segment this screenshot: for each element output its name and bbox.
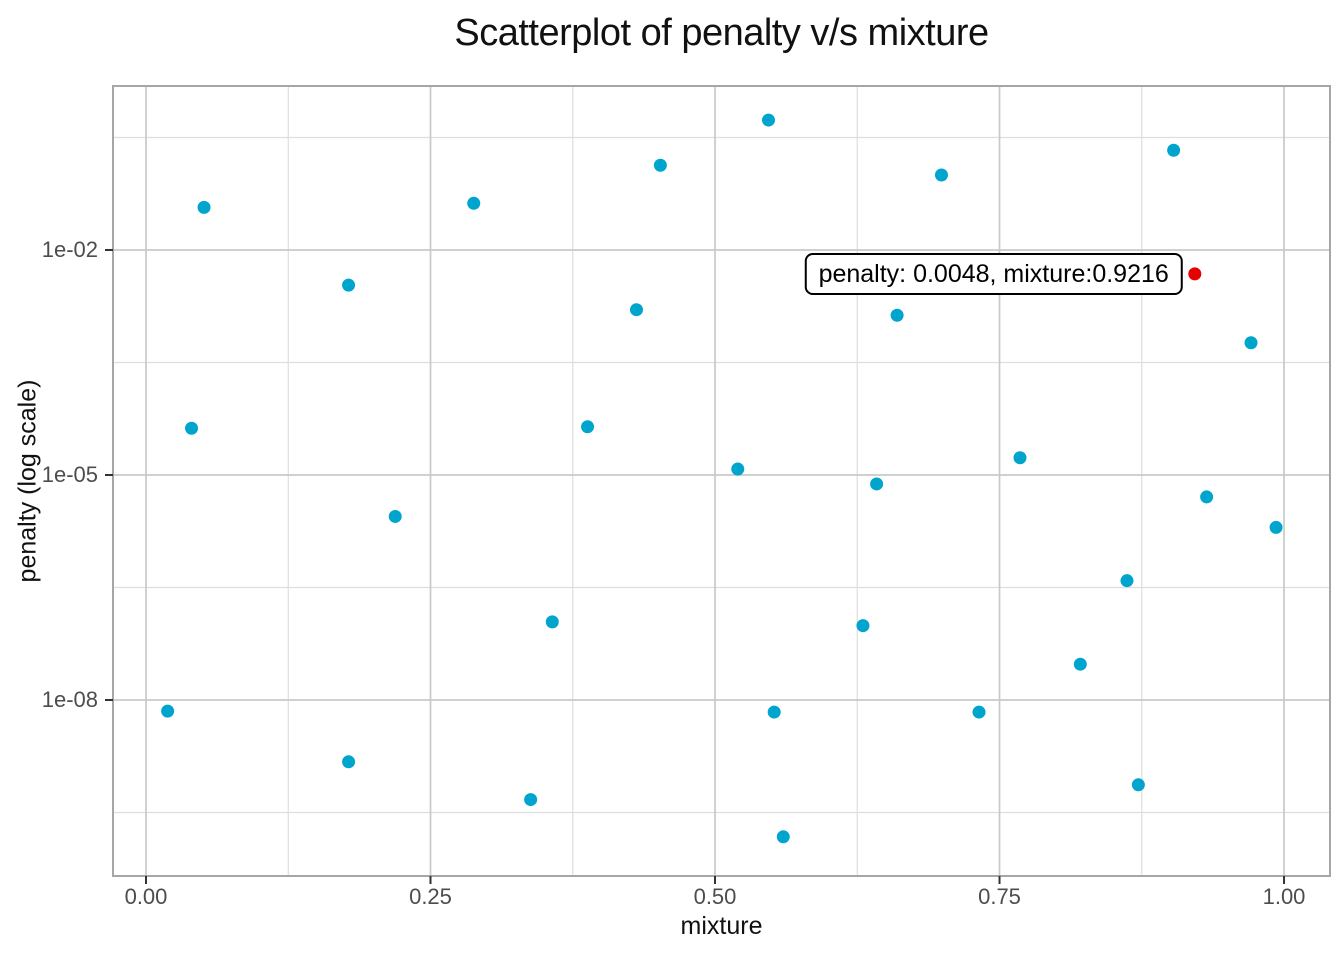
data-point[interactable] bbox=[629, 303, 643, 317]
data-point[interactable] bbox=[731, 462, 745, 476]
highlighted-data-point[interactable] bbox=[1188, 267, 1202, 281]
data-point[interactable] bbox=[972, 705, 986, 719]
data-point[interactable] bbox=[762, 113, 776, 127]
chart-title: Scatterplot of penalty v/s mixture bbox=[454, 12, 989, 54]
data-point[interactable] bbox=[767, 705, 781, 719]
data-point[interactable] bbox=[197, 200, 211, 214]
x-tick-label: 0.00 bbox=[124, 884, 168, 909]
panel-border bbox=[112, 85, 1331, 877]
data-point[interactable] bbox=[581, 420, 595, 434]
data-point[interactable] bbox=[653, 158, 667, 172]
data-point[interactable] bbox=[1131, 778, 1145, 792]
data-point[interactable] bbox=[1013, 451, 1027, 465]
x-tick-label: 1.00 bbox=[1262, 884, 1306, 909]
data-point[interactable] bbox=[467, 196, 481, 210]
data-point[interactable] bbox=[1120, 574, 1134, 588]
data-point[interactable] bbox=[776, 830, 790, 844]
data-point[interactable] bbox=[1269, 520, 1283, 534]
data-point[interactable] bbox=[342, 278, 356, 292]
data-point[interactable] bbox=[161, 704, 175, 718]
data-point[interactable] bbox=[890, 308, 904, 322]
data-point[interactable] bbox=[870, 477, 884, 491]
x-axis-title: mixture bbox=[680, 912, 763, 940]
x-tick-label: 0.50 bbox=[693, 884, 737, 909]
data-point[interactable] bbox=[545, 615, 559, 629]
x-tick-label: 0.75 bbox=[978, 884, 1021, 909]
data-point[interactable] bbox=[1200, 490, 1214, 504]
y-tick-label: 1e-02 bbox=[41, 237, 98, 262]
data-point[interactable] bbox=[524, 793, 538, 807]
y-tick-label: 1e-08 bbox=[41, 686, 98, 712]
data-point[interactable] bbox=[1244, 336, 1258, 350]
x-tick-label: 0.25 bbox=[409, 884, 452, 909]
data-point[interactable] bbox=[185, 421, 199, 435]
data-point[interactable] bbox=[1073, 657, 1087, 671]
data-point[interactable] bbox=[388, 509, 402, 523]
tooltip-box: penalty: 0.0048, mixture:0.9216 bbox=[804, 252, 1183, 295]
data-point[interactable] bbox=[1167, 143, 1181, 157]
y-tick-label: 1e-05 bbox=[41, 462, 98, 487]
data-point[interactable] bbox=[342, 755, 356, 769]
data-point[interactable] bbox=[934, 168, 948, 182]
data-point[interactable] bbox=[856, 619, 870, 633]
